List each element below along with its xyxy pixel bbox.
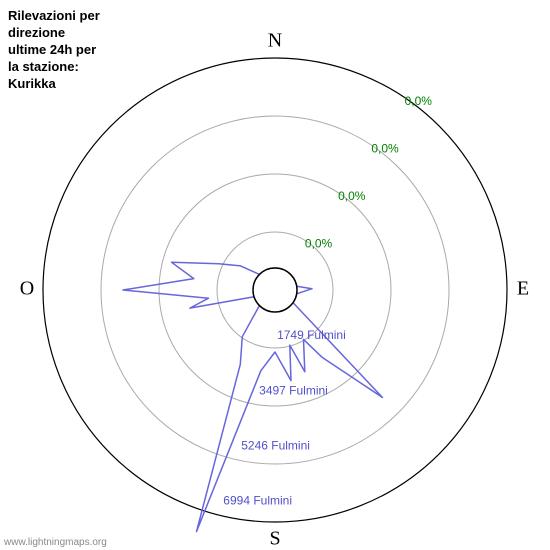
cardinal-E: E: [517, 278, 529, 300]
ring-value-label: 1749 Fulmini: [277, 328, 346, 342]
center-circle: [253, 268, 297, 312]
cardinal-N: N: [268, 30, 282, 52]
polar-chart: 0,0% 0,0% 0,0% 0,0% 1749 Fulmini 3497 Fulmin…: [0, 0, 550, 550]
cardinal-S: S: [269, 528, 280, 550]
ring-value-label: 5246 Fulmini: [241, 438, 310, 452]
footer-attribution: www.lightningmaps.org: [4, 537, 107, 548]
pct-label: 0,0%: [371, 141, 399, 155]
wind-rose-shape: [123, 262, 383, 531]
cardinal-W: O: [20, 278, 34, 300]
pct-label: 0,0%: [338, 189, 366, 203]
ring-value-label: 6994 Fulmini: [223, 494, 292, 508]
ring-value-label: 3497 Fulmini: [259, 383, 328, 397]
pct-label: 0,0%: [305, 236, 333, 250]
pct-label: 0,0%: [405, 94, 433, 108]
